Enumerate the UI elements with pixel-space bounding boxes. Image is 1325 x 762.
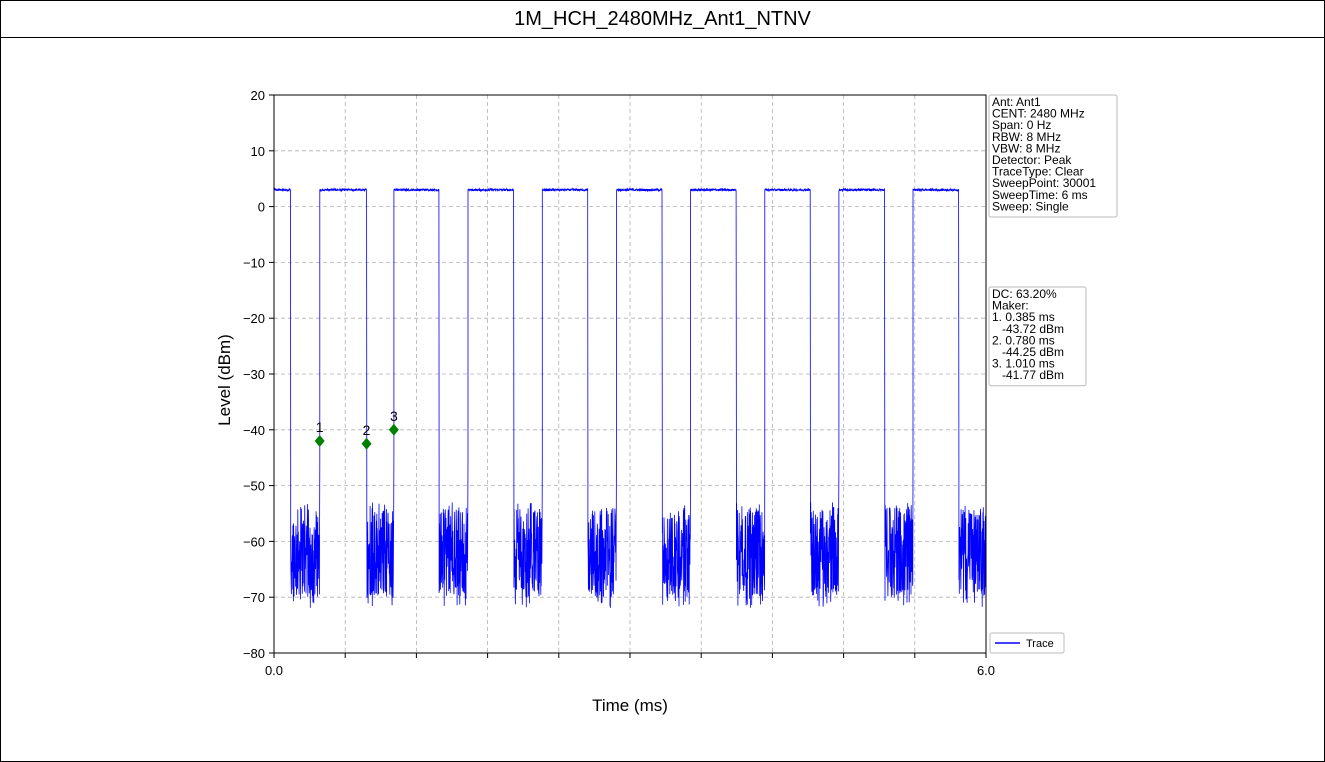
y-tick-label: 0 bbox=[258, 200, 265, 215]
y-tick-label: 10 bbox=[251, 144, 265, 159]
marker-point bbox=[388, 423, 399, 436]
info-box-line: TraceType: Clear bbox=[992, 165, 1084, 179]
info-box-line: SweepTime: 6 ms bbox=[992, 188, 1088, 202]
marker-box-line: 2. 0.780 ms bbox=[992, 333, 1055, 347]
marker-box-line: -41.77 dBm bbox=[992, 368, 1064, 382]
marker-label: 3 bbox=[390, 408, 398, 424]
legend-label: Trace bbox=[1026, 638, 1054, 650]
marker-box-line: 1. 0.385 ms bbox=[992, 310, 1055, 324]
axis-ticks: 0.0 6.0 20 10 0 −10 −20 −30 −40 −50 −60 −70 −80 bbox=[243, 88, 995, 678]
y-tick-label: −70 bbox=[243, 590, 265, 605]
y-tick-label: −30 bbox=[243, 367, 265, 382]
marker-box-line: 3. 1.010 ms bbox=[992, 357, 1055, 371]
marker-box: DC: 63.20%Maker:1. 0.385 ms -43.72 dBm2.… bbox=[988, 286, 1087, 387]
info-box-line: Ant: Ant1 bbox=[992, 95, 1041, 109]
marker-box-line: Maker: bbox=[992, 299, 1029, 313]
marker-box-line: DC: 63.20% bbox=[992, 287, 1057, 301]
y-tick-label: −50 bbox=[243, 479, 265, 494]
marker-box-border bbox=[988, 286, 1087, 387]
y-tick-label: −80 bbox=[243, 646, 265, 661]
info-box-line: Detector: Peak bbox=[992, 153, 1072, 167]
marker-label: 2 bbox=[363, 422, 371, 438]
grid bbox=[274, 95, 986, 653]
y-tick-label: −10 bbox=[243, 255, 265, 270]
marker-point bbox=[361, 437, 372, 450]
info-box-line: VBW: 8 MHz bbox=[992, 141, 1060, 155]
marker-box-line: -44.25 dBm bbox=[992, 345, 1064, 359]
marker-point bbox=[314, 434, 325, 447]
x-tick-label: 6.0 bbox=[977, 663, 995, 678]
info-box-line: Span: 0 Hz bbox=[992, 118, 1051, 132]
info-box-line: SweepPoint: 30001 bbox=[992, 176, 1096, 190]
report-title: 1M_HCH_2480MHz_Ant1_NTNV bbox=[1, 1, 1324, 38]
marker-label: 1 bbox=[316, 419, 324, 435]
y-tick-label: −40 bbox=[243, 423, 265, 438]
legend: Trace bbox=[989, 632, 1065, 654]
legend-border bbox=[989, 632, 1065, 654]
y-tick-label: −60 bbox=[243, 534, 265, 549]
markers: 1 2 3 bbox=[314, 408, 399, 450]
info-box-line: RBW: 8 MHz bbox=[992, 130, 1061, 144]
x-tick-label: 0.0 bbox=[265, 663, 283, 678]
y-tick-label: 20 bbox=[251, 88, 265, 103]
y-axis-label: Level (dBm) bbox=[215, 334, 234, 426]
trace-layer bbox=[273, 187, 987, 608]
x-axis-label: Time (ms) bbox=[592, 696, 668, 715]
info-box-line: Sweep: Single bbox=[992, 199, 1069, 213]
trace-line bbox=[273, 187, 987, 608]
marker-box-line: -43.72 dBm bbox=[992, 322, 1064, 336]
y-tick-label: −20 bbox=[243, 311, 265, 326]
info-box-line: CENT: 2480 MHz bbox=[992, 107, 1085, 121]
info-box-border bbox=[988, 94, 1118, 218]
